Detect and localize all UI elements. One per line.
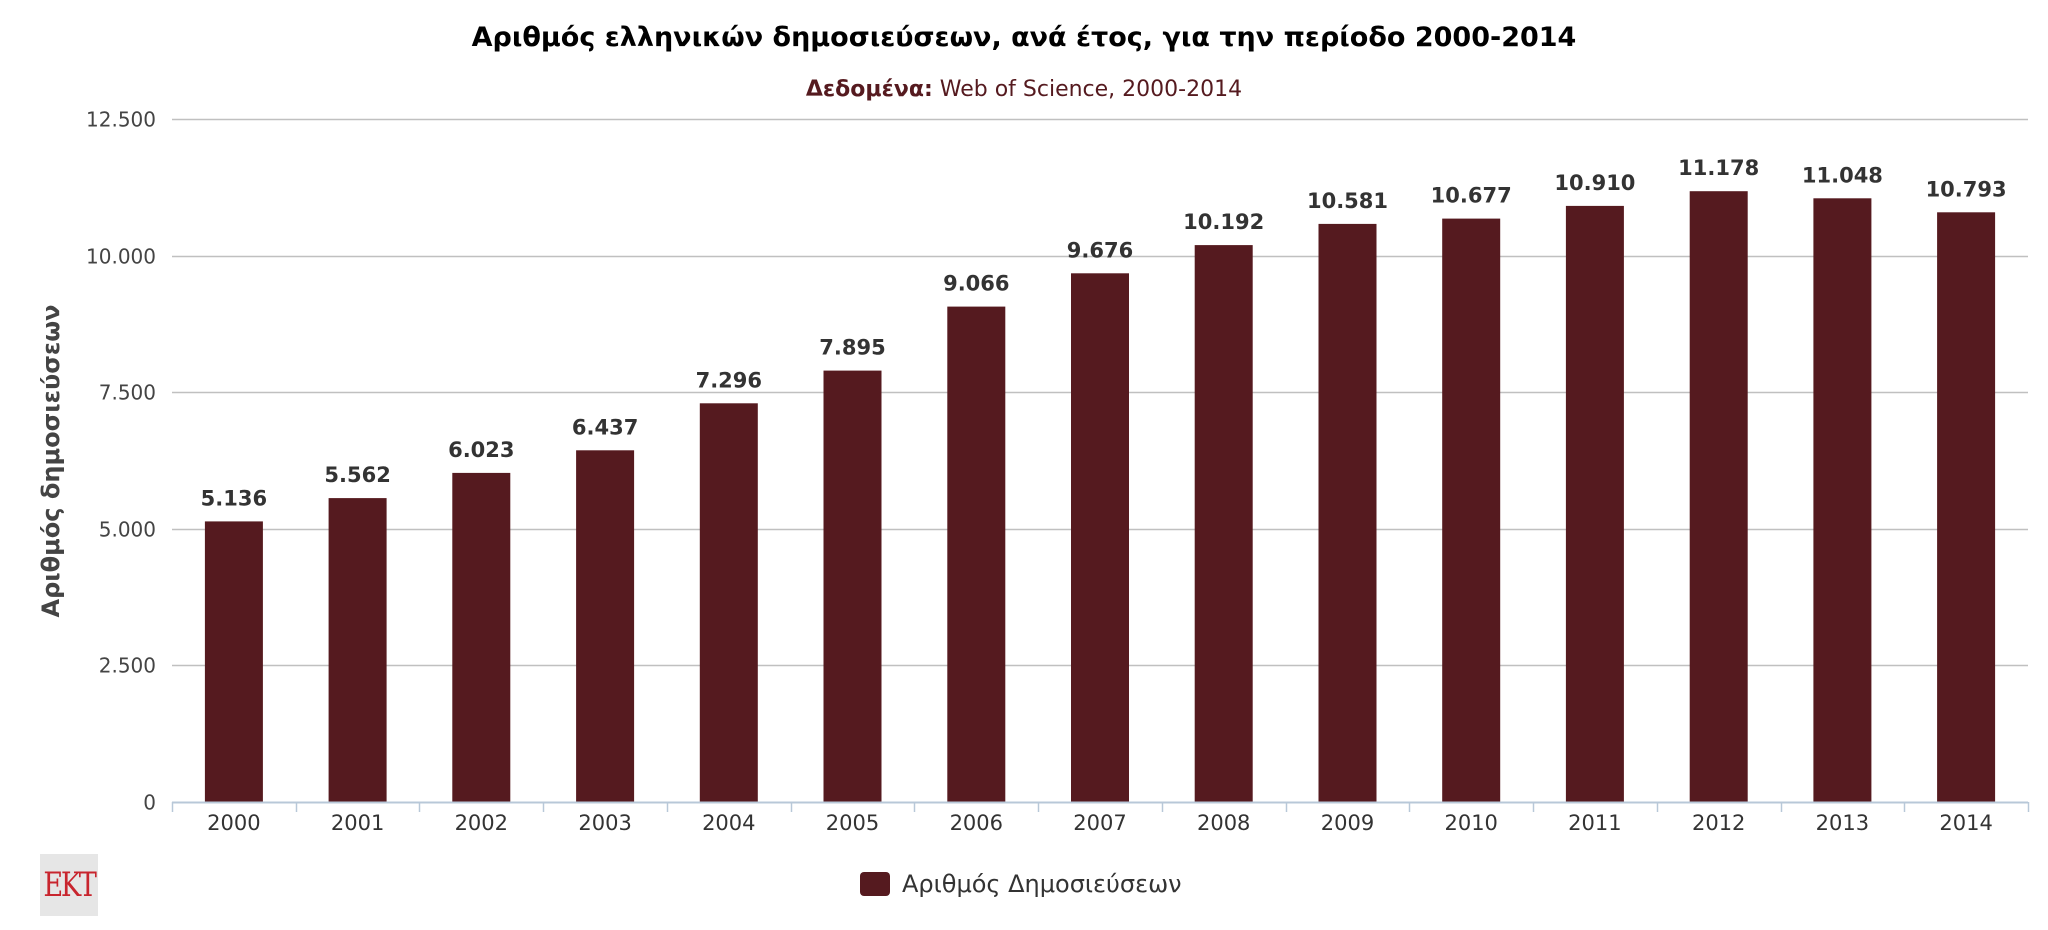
ekt-logo: EKT (40, 854, 98, 916)
x-tick-label: 2001 (331, 811, 384, 835)
data-label: 7.895 (819, 336, 885, 360)
bar (1442, 218, 1501, 803)
y-tick-label: 0 (143, 791, 156, 815)
x-tick-label: 2006 (950, 811, 1003, 835)
chart-subtitle: Δεδομένα: Web of Science, 2000-2014 (0, 77, 2048, 102)
data-label: 9.066 (943, 272, 1009, 296)
x-tick-label: 2013 (1816, 811, 1869, 835)
chart-title: Αριθμός ελληνικών δημοσιεύσεων, ανά έτος… (471, 22, 1577, 53)
y-tick-label: 12.500 (86, 108, 156, 132)
bar (699, 403, 758, 802)
logo-text: EKT (43, 865, 97, 905)
data-label: 10.677 (1431, 184, 1512, 208)
data-label: 10.793 (1926, 177, 2007, 201)
bar (947, 306, 1006, 802)
y-tick-label: 10.000 (86, 245, 156, 269)
bars (204, 191, 1996, 803)
data-label: 6.437 (572, 415, 638, 439)
bar (452, 472, 511, 802)
data-label: 11.048 (1802, 163, 1883, 187)
bar (1565, 205, 1624, 802)
data-label: 10.581 (1307, 189, 1388, 213)
legend-swatch (860, 872, 890, 896)
bar (823, 370, 882, 802)
bar (1937, 212, 1996, 803)
x-tick-label: 2014 (1939, 811, 1992, 835)
bar (1194, 245, 1253, 803)
subtitle-label: Δεδομένα: (805, 77, 933, 102)
legend-label: Αριθμός Δημοσιεύσεων (902, 870, 1182, 898)
y-tick-label: 5.000 (99, 518, 156, 542)
data-label: 9.676 (1067, 238, 1133, 262)
bar (1071, 273, 1129, 802)
bar (1318, 223, 1377, 802)
bar (328, 498, 387, 802)
x-tick-label: 2000 (207, 811, 260, 835)
x-axis: 2000 2001 2002 2003 2004 2005 2006 2007 2008 2009… (171, 801, 2030, 835)
data-label: 11.178 (1678, 156, 1759, 180)
bar (204, 521, 263, 802)
bar (1689, 191, 1748, 802)
bar (1813, 198, 1872, 803)
x-tick-label: 2011 (1568, 811, 1621, 835)
data-label: 6.023 (448, 438, 514, 462)
legend[interactable]: Αριθμός Δημοσιεύσεων (860, 868, 1182, 900)
x-tick-label: 2012 (1692, 811, 1745, 835)
data-label: 10.910 (1554, 171, 1635, 195)
data-label: 7.296 (696, 368, 762, 392)
data-label: 5.562 (324, 463, 390, 487)
data-label: 5.136 (201, 486, 267, 510)
y-tick-label: 2.500 (99, 654, 156, 678)
y-tick-label: 7.500 (99, 381, 156, 405)
x-tick-label: 2009 (1321, 811, 1374, 835)
x-tick-label: 2008 (1197, 811, 1250, 835)
x-tick-label: 2007 (1073, 811, 1126, 835)
bar (576, 450, 635, 802)
data-label: 10.192 (1183, 210, 1264, 234)
x-tick-label: 2003 (578, 811, 631, 835)
x-tick-label: 2010 (1444, 811, 1497, 835)
x-tick-label: 2005 (826, 811, 879, 835)
x-tick-label: 2004 (702, 811, 755, 835)
subtitle-text: Web of Science, 2000-2014 (932, 77, 1243, 102)
x-tick-label: 2002 (455, 811, 508, 835)
y-axis-title: Αριθμός δημοσιεύσεων (37, 305, 65, 618)
data-labels: 5.136 5.562 6.023 6.437 7.296 7.895 9.066 9.676… (201, 156, 2007, 510)
